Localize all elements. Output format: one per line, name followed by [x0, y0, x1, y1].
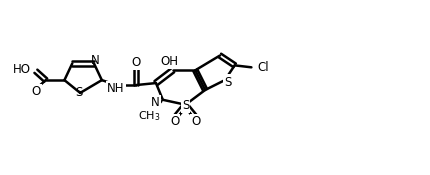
Text: O: O — [31, 85, 40, 98]
Text: Cl: Cl — [257, 61, 269, 74]
Text: CH$_3$: CH$_3$ — [138, 110, 160, 123]
Text: HO: HO — [13, 63, 31, 76]
Text: OH: OH — [161, 55, 179, 68]
Text: S: S — [76, 86, 83, 99]
Text: N: N — [150, 96, 160, 109]
Text: O: O — [170, 115, 179, 128]
Text: S: S — [224, 76, 231, 89]
Text: S: S — [182, 99, 189, 112]
Text: O: O — [132, 56, 141, 69]
Text: O: O — [192, 115, 201, 128]
Text: NH: NH — [107, 82, 124, 96]
Text: N: N — [91, 54, 99, 67]
